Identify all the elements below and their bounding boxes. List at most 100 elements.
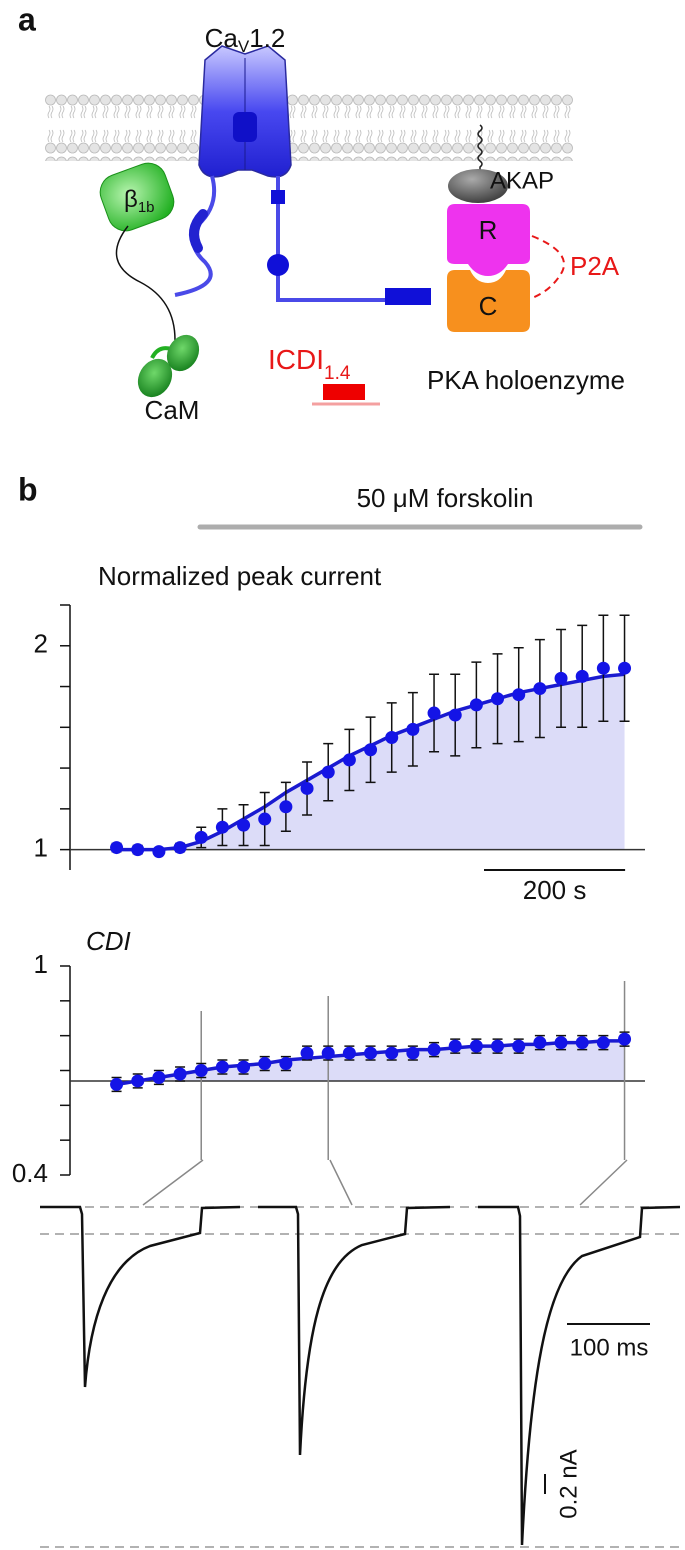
panel-label: a (18, 1, 36, 37)
data-point (618, 661, 632, 675)
data-point (321, 1046, 335, 1060)
akap-label: AKAP (490, 167, 554, 194)
data-point (194, 830, 208, 844)
y-tick-label: 2 (34, 629, 48, 659)
data-point (110, 1077, 124, 1091)
data-point (575, 1036, 589, 1050)
data-point (491, 1039, 505, 1053)
y-tick-label: 1 (34, 949, 48, 979)
cam-lobe (137, 358, 173, 398)
icdi-name: ICDI (268, 344, 324, 375)
data-point (152, 1070, 166, 1084)
data-point (215, 1060, 229, 1074)
data-point (237, 818, 251, 832)
akap (448, 169, 508, 203)
data-point (364, 743, 378, 757)
channel-name: Ca (205, 23, 239, 53)
data-point (258, 812, 272, 826)
data-point (533, 682, 547, 696)
connectors (142, 1159, 628, 1206)
data-point (491, 692, 505, 706)
data-point (406, 722, 420, 736)
data-point (364, 1046, 378, 1060)
data-point (279, 800, 293, 814)
channel-sub: V (238, 37, 250, 56)
data-point (342, 753, 356, 767)
data-point (469, 1039, 483, 1053)
data-point (300, 1046, 314, 1060)
connector (329, 1159, 353, 1206)
data-point (406, 1046, 420, 1060)
data-point (321, 765, 335, 779)
data-point (131, 1074, 145, 1088)
icdi-block (323, 384, 365, 400)
beta-name: β (124, 186, 138, 213)
data-point (448, 708, 462, 722)
data-point (554, 1036, 568, 1050)
data-point (237, 1060, 251, 1074)
data-point (194, 1064, 208, 1077)
channel-label: CaV1.2 (205, 23, 286, 57)
motif (271, 190, 285, 204)
panel-label: b (18, 471, 38, 507)
data-point (596, 1036, 610, 1050)
chart-title: Normalized peak current (98, 561, 382, 591)
c-label: C (479, 291, 498, 321)
data-point (258, 1057, 272, 1071)
time-scalebar-label: 100 ms (570, 1334, 649, 1361)
channel-pore (233, 112, 257, 142)
pka-c (447, 270, 530, 332)
data-point (385, 1046, 399, 1060)
membrane (45, 93, 573, 161)
linker (115, 225, 176, 341)
data-point (427, 706, 441, 720)
data-point (448, 1039, 462, 1053)
c-terminus (276, 176, 430, 302)
p2a-label: P2A (570, 251, 620, 281)
cam-lobe (166, 334, 200, 372)
connector (142, 1159, 204, 1206)
data-point (215, 820, 229, 834)
i-ii-loop (189, 209, 208, 253)
pka-r (447, 204, 530, 276)
data-point (512, 1039, 526, 1053)
x-scalebar-label: 200 s (523, 875, 587, 905)
akap-anchor (477, 124, 483, 172)
channel-suffix: 1.2 (249, 23, 285, 53)
chart-title: CDI (86, 926, 131, 956)
data-point (533, 1036, 547, 1050)
current-trace (478, 1205, 681, 1546)
data-point (173, 1067, 187, 1081)
beta-label: β1b (124, 186, 155, 216)
current-trace (258, 1205, 451, 1456)
treatment-label: 50 μM forskolin (357, 483, 534, 513)
data-point (300, 781, 314, 795)
data-point (152, 845, 166, 859)
pka-label: PKA holoenzyme (427, 365, 625, 395)
beta-sub: 1b (138, 199, 155, 216)
cam-label: CaM (145, 395, 200, 425)
current-scalebar-label: 0.2 nA (555, 1449, 582, 1518)
y-tick-label: 1 (34, 832, 48, 862)
icdi-sub: 1.4 (324, 363, 351, 384)
reference-lines (40, 1206, 680, 1548)
data-point (342, 1046, 356, 1060)
p2a-link (531, 235, 565, 299)
data-point (554, 671, 568, 685)
r-label: R (479, 215, 498, 245)
data-point (131, 843, 145, 857)
data-point (596, 661, 610, 675)
y-tick-label: 0.4 (12, 1158, 48, 1188)
traces (40, 1205, 681, 1546)
icdi-label: ICDI1.4 (268, 344, 351, 384)
data-point (618, 1032, 632, 1046)
data-point (279, 1057, 293, 1071)
data-point (427, 1043, 441, 1057)
data-point (173, 841, 187, 855)
connector (579, 1159, 628, 1206)
data-point (385, 731, 399, 744)
motif (267, 254, 289, 276)
beta-subunit (99, 162, 175, 232)
